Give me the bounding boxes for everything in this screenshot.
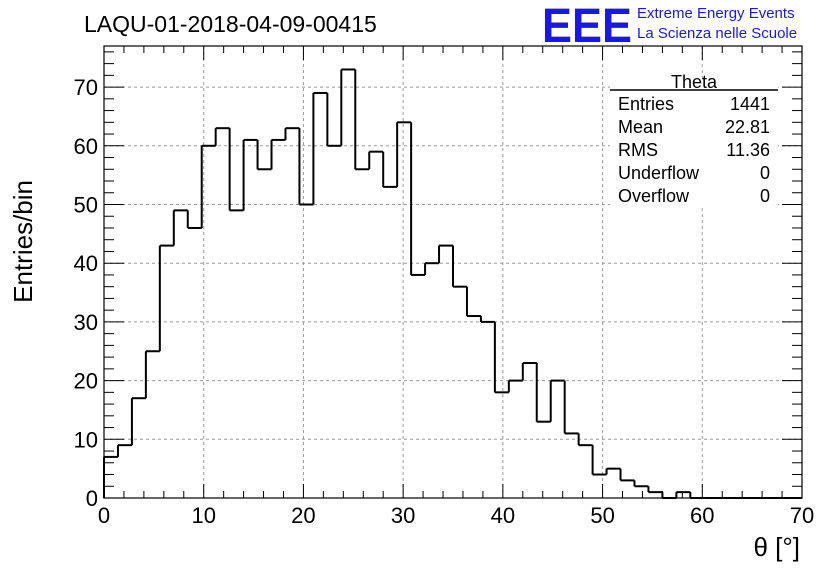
stats-box: Theta Entries 1441 Mean 22.81 RMS 11.36 Underf…: [610, 72, 778, 208]
stats-title: Theta: [671, 72, 718, 92]
x-tick-labels: 0 10 20 30 40 50 60 70: [98, 503, 814, 528]
stats-row-value: 11.36: [726, 140, 770, 160]
x-tick-label: 10: [191, 503, 215, 528]
stats-row-value: 22.81: [725, 117, 770, 137]
eee-logo-mark: EEE: [542, 0, 632, 53]
x-tick-label: 60: [690, 503, 714, 528]
logo-line-1: Extreme Energy Events: [637, 5, 795, 22]
stats-rows: Entries 1441 Mean 22.81 RMS 11.36 Underflow 0 Ov…: [618, 94, 770, 206]
x-tick-label: 30: [391, 503, 415, 528]
x-tick-label: 20: [291, 503, 315, 528]
y-tick-label: 20: [74, 369, 98, 394]
axis-ticks: [103, 46, 803, 499]
y-tick-label: 10: [74, 427, 98, 452]
stats-row-label: Underflow: [618, 163, 700, 183]
y-tick-label: 50: [74, 192, 98, 217]
y-tick-label: 30: [74, 310, 98, 335]
stats-row-label: Overflow: [618, 186, 690, 206]
y-axis-title: Entries/bin: [8, 180, 38, 303]
x-tick-label: 40: [491, 503, 515, 528]
x-axis-title: θ [°]: [753, 532, 800, 562]
x-tick-label: 0: [98, 503, 110, 528]
x-tick-label: 50: [590, 503, 614, 528]
stats-row-label: RMS: [618, 140, 658, 160]
y-tick-label: 70: [74, 75, 98, 100]
y-tick-label: 0: [86, 486, 98, 511]
stats-row-label: Entries: [618, 94, 674, 114]
y-tick-labels: 0 10 20 30 40 50 60 70: [74, 75, 98, 511]
stats-row-value: 1441: [730, 94, 770, 114]
stats-box-background: [610, 78, 778, 208]
x-tick-label: 70: [790, 503, 814, 528]
stats-row-value: 0: [760, 186, 770, 206]
y-tick-label: 60: [74, 134, 98, 159]
plot-frame: [103, 45, 803, 499]
stats-row-label: Mean: [618, 117, 663, 137]
eee-logo: EEE Extreme Energy Events La Scienza nel…: [542, 0, 797, 53]
run-title: LAQU-01-2018-04-09-00415: [84, 11, 377, 37]
stats-row-value: 0: [760, 163, 770, 183]
logo-line-2: La Scienza nelle Scuole: [637, 25, 797, 42]
y-tick-label: 40: [74, 251, 98, 276]
